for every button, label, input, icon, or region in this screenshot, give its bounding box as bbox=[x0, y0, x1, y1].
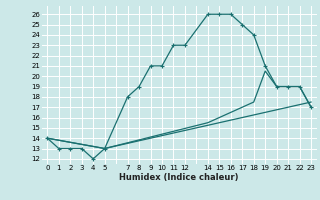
X-axis label: Humidex (Indice chaleur): Humidex (Indice chaleur) bbox=[119, 173, 239, 182]
